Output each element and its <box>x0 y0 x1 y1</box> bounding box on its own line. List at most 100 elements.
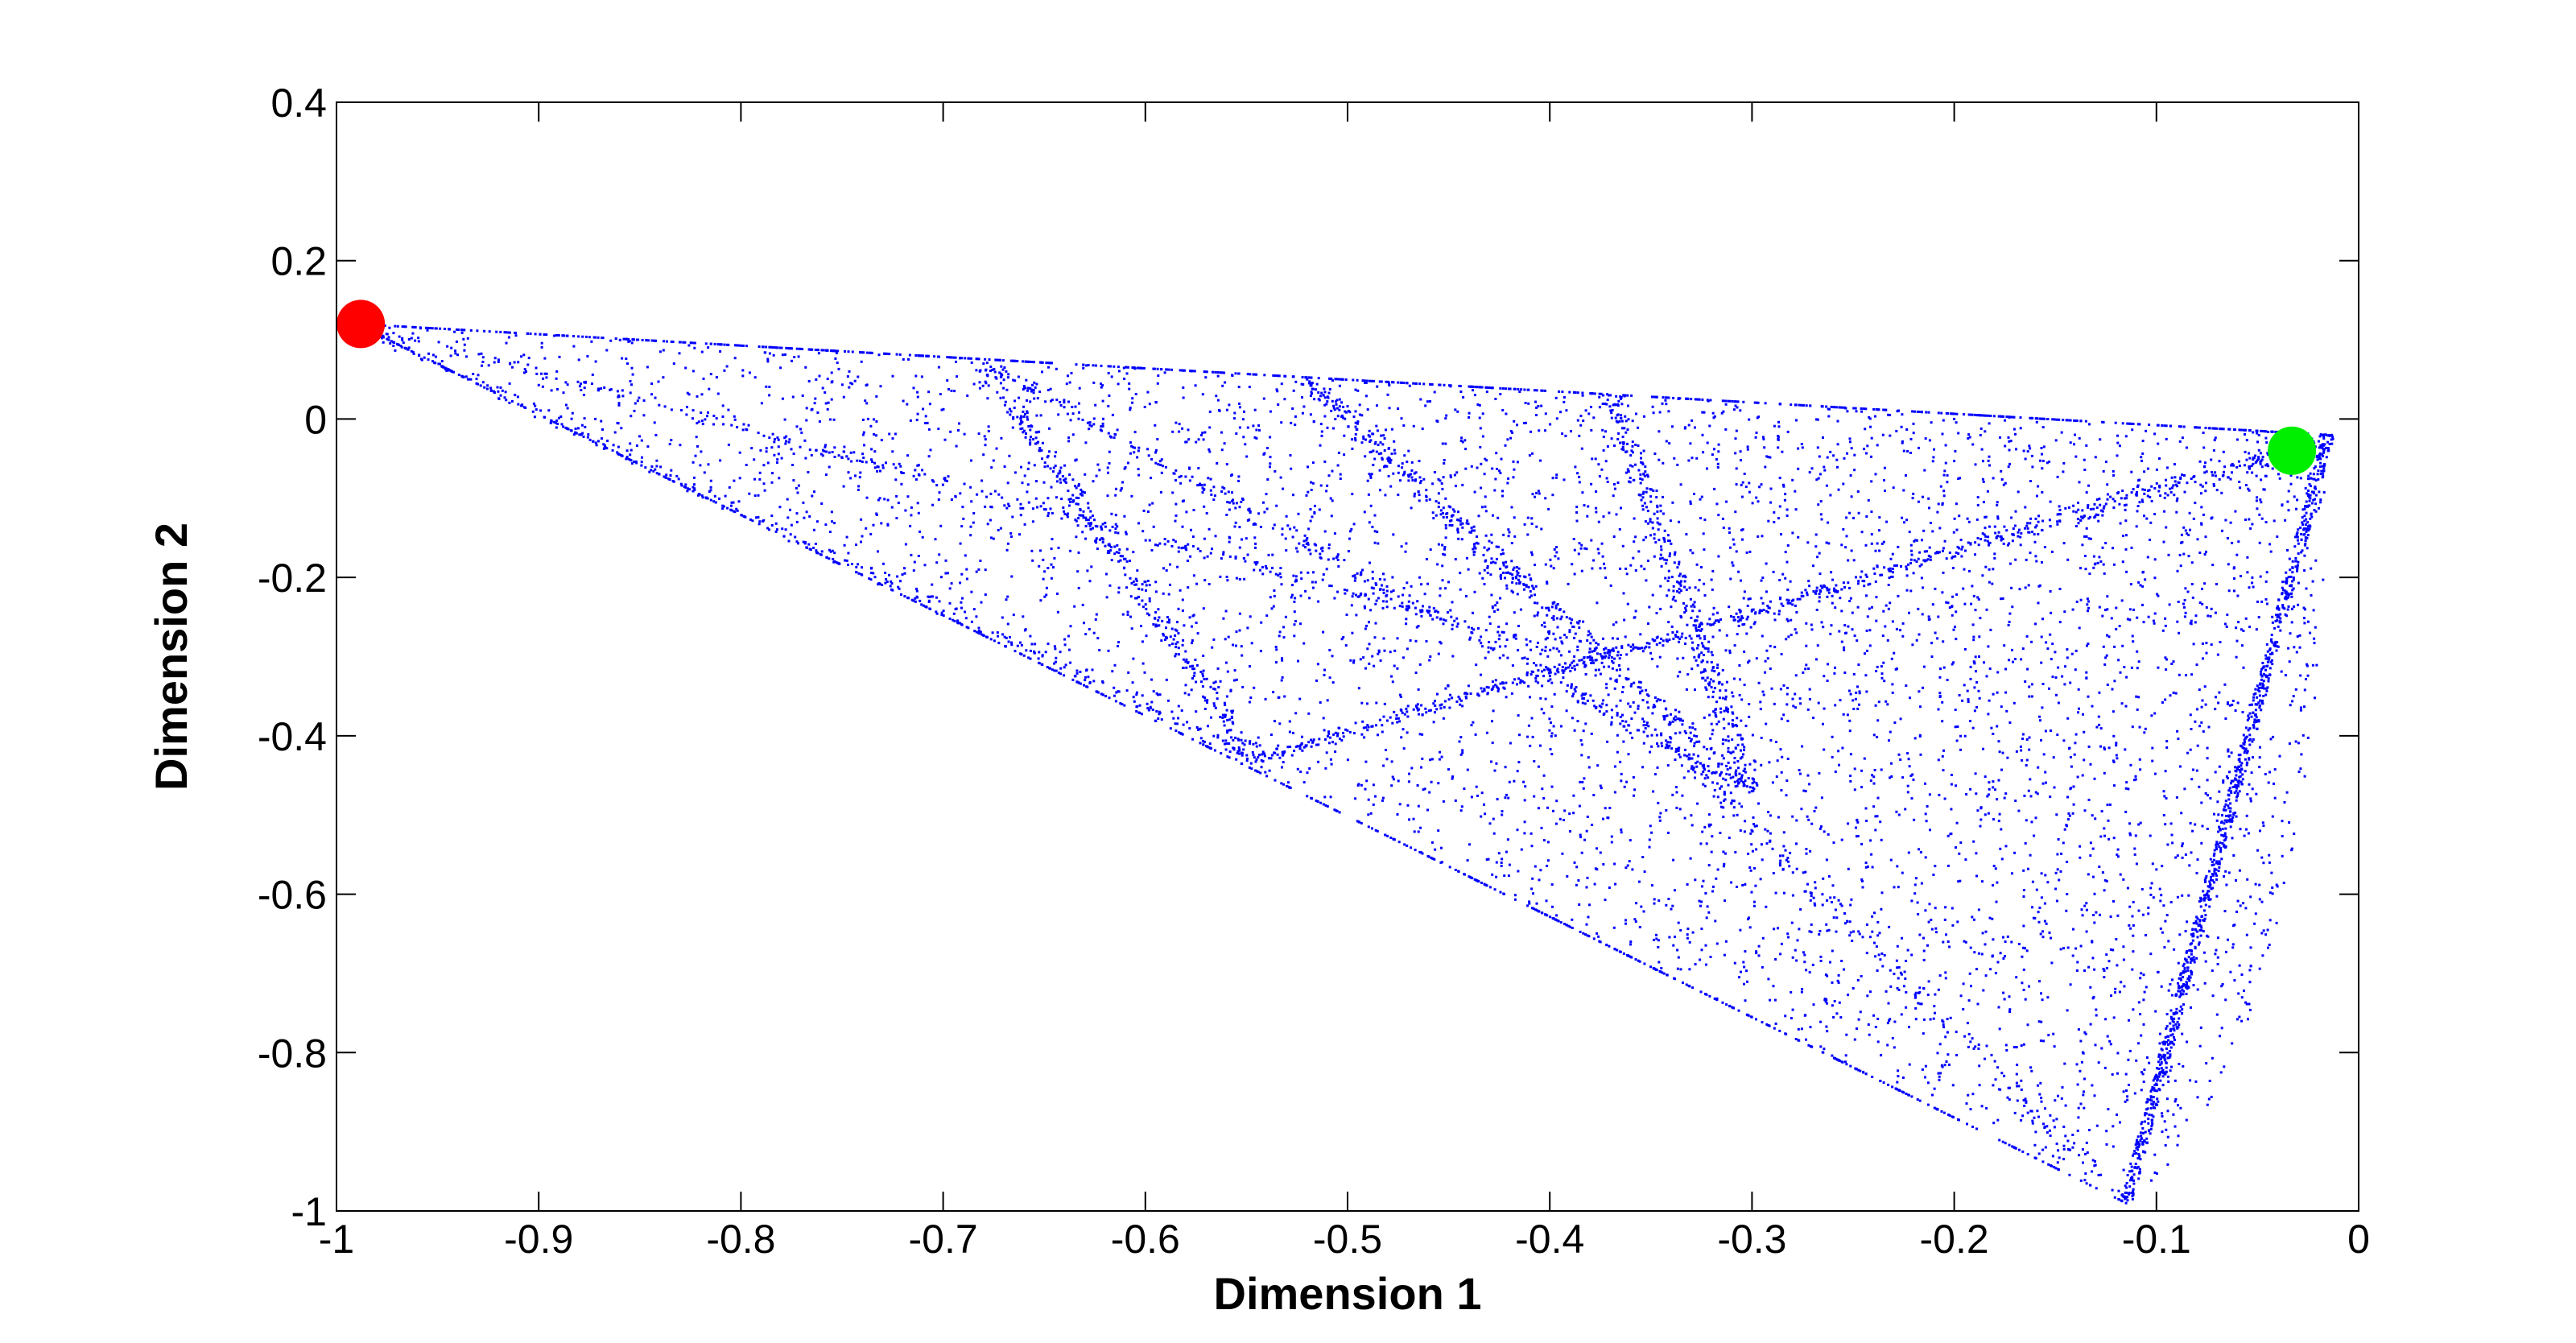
scatter-point <box>1426 582 1430 585</box>
scatter-point <box>998 371 1001 374</box>
scatter-point <box>2048 931 2051 934</box>
scatter-point <box>1181 598 1184 601</box>
scatter-point <box>1292 389 1295 392</box>
scatter-point <box>1484 812 1487 816</box>
scatter-point <box>1001 616 1004 619</box>
scatter-point <box>1065 382 1068 386</box>
scatter-point <box>1290 421 1293 424</box>
scatter-point <box>1805 969 1808 972</box>
scatter-point <box>2181 894 2184 897</box>
scatter-point <box>1547 507 1550 510</box>
scatter-point <box>1711 733 1714 736</box>
scatter-point <box>1847 867 1850 870</box>
scatter-point <box>1962 982 1965 986</box>
scatter-point <box>792 479 795 482</box>
scatter-point <box>2030 640 2033 643</box>
scatter-point <box>1991 954 1994 957</box>
scatter-point <box>1765 562 1768 565</box>
scatter-point <box>1382 637 1385 640</box>
scatter-point <box>803 516 806 519</box>
scatter-point <box>1188 616 1191 619</box>
scatter-point <box>1943 469 1946 473</box>
scatter-point <box>1042 558 1045 561</box>
scatter-point <box>1386 393 1389 396</box>
scatter-point <box>2167 553 2170 556</box>
scatter-point <box>696 395 699 398</box>
scatter-point <box>2206 779 2209 782</box>
scatter-point <box>1769 739 1773 742</box>
scatter-point <box>1544 429 1546 432</box>
scatter-point <box>2236 899 2240 903</box>
scatter-point <box>1024 628 1027 631</box>
scatter-point <box>1212 638 1216 641</box>
scatter-point <box>1484 656 1487 659</box>
scatter-point <box>2116 964 2119 967</box>
scatter-point <box>2296 476 2299 479</box>
scatter-point <box>1255 436 1258 440</box>
scatter-point <box>1882 610 1885 613</box>
scatter-point <box>1760 597 1763 600</box>
scatter-point <box>2165 1097 2169 1101</box>
scatter-point <box>1323 795 1327 799</box>
scatter-point <box>1507 796 1510 800</box>
scatter-point <box>1929 829 1931 832</box>
scatter-point <box>1311 481 1315 485</box>
scatter-point <box>1683 729 1686 733</box>
scatter-point <box>1376 404 1378 407</box>
scatter-point <box>1852 516 1855 519</box>
scatter-point <box>1461 749 1464 752</box>
scatter-point <box>1319 423 1323 426</box>
scatter-point <box>1897 545 1900 548</box>
scatter-point <box>1146 391 1150 394</box>
scatter-point <box>2219 1071 2223 1074</box>
scatter-point <box>1856 978 1860 981</box>
scatter-point <box>1454 408 1457 411</box>
scatter-point <box>1023 523 1026 526</box>
scatter-point <box>2042 1039 2045 1043</box>
scatter-point <box>1754 436 1757 439</box>
scatter-point <box>1953 460 1956 463</box>
scatter-point <box>2122 945 2125 948</box>
scatter-point <box>2000 1072 2004 1075</box>
scatter-point <box>1362 656 1365 659</box>
scatter-point <box>1320 434 1323 437</box>
scatter-point <box>2028 444 2031 448</box>
scatter-point <box>1583 504 1586 507</box>
scatter-point <box>1063 401 1066 404</box>
scatter-point <box>2288 742 2291 745</box>
scatter-point <box>1354 797 1357 800</box>
scatter-point <box>1420 583 1423 586</box>
scatter-point <box>1889 776 1892 779</box>
scatter-point <box>1615 621 1618 624</box>
scatter-point <box>1562 676 1565 680</box>
scatter-point <box>1307 571 1310 574</box>
scatter-point <box>1698 653 1701 656</box>
scatter-point <box>1546 636 1549 639</box>
scatter-point <box>1187 586 1190 589</box>
scatter-point <box>791 395 795 399</box>
scatter-point <box>1832 1016 1835 1019</box>
scatter-point <box>2205 642 2208 645</box>
scatter-point <box>1444 523 1447 527</box>
scatter-point <box>2227 938 2229 941</box>
scatter-point <box>2303 705 2306 709</box>
scatter-point <box>1997 820 2000 823</box>
scatter-point <box>1909 696 1911 700</box>
scatter-point <box>1720 411 1724 415</box>
scatter-point <box>2039 459 2041 462</box>
scatter-point <box>2287 509 2290 512</box>
scatter-point <box>1856 605 1860 609</box>
scatter-point <box>1260 766 1263 769</box>
scatter-point <box>692 476 696 479</box>
scatter-point <box>1856 685 1859 688</box>
scatter-point <box>2005 709 2008 713</box>
scatter-point <box>1972 638 1975 642</box>
scatter-point <box>2302 606 2306 610</box>
scatter-point <box>847 564 849 566</box>
scatter-point <box>1410 461 1414 464</box>
scatter-point <box>2000 478 2004 481</box>
scatter-point <box>1235 758 1238 761</box>
scatter-point <box>1728 605 1731 609</box>
scatter-point <box>1061 475 1064 477</box>
scatter-point <box>2023 794 2026 797</box>
